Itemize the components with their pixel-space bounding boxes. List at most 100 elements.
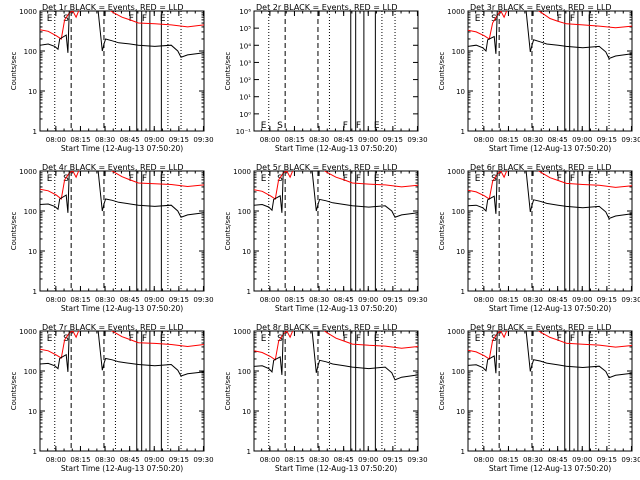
marker-label: F [142, 14, 147, 24]
x-tick-label: 08:00 [260, 296, 280, 304]
x-tick-label: 08:00 [474, 136, 494, 144]
panel-4: Det 4r BLACK = Events, RED = LLD 1 10 100 10… [10, 163, 214, 313]
y-tick-label: 10 [28, 248, 37, 256]
marker-label: E [47, 174, 53, 184]
x-tick-label: 09:30 [621, 296, 640, 304]
series-group [40, 11, 204, 58]
x-tick-label: 09:00 [358, 296, 378, 304]
marker-label: E [374, 121, 380, 131]
x-tick-label: 08:45 [120, 456, 140, 464]
series-group [40, 331, 204, 377]
y-tick-label: 10 [456, 248, 465, 256]
plot-frame [467, 10, 633, 132]
y-tick-label: 1000 [19, 328, 37, 336]
marker-label: E [160, 14, 166, 24]
y-axis-label: Counts/sec [438, 372, 446, 411]
y-tick-label: 100 [24, 208, 37, 216]
y-tick-label: 10⁶ [239, 8, 251, 16]
x-tick-label: 08:30 [95, 136, 115, 144]
x-tick-label: 09:00 [572, 456, 592, 464]
y-tick-label: 1 [33, 448, 37, 456]
panel-7: Det 7r BLACK = Events, RED = LLD 1 10 100 10… [10, 323, 214, 473]
y-axis-label: Counts/sec [438, 212, 446, 251]
y-tick-label: 10 [242, 408, 251, 416]
lld-series-line [468, 171, 632, 200]
marker-label: E [588, 14, 594, 24]
x-tick-label: 08:45 [548, 456, 568, 464]
plot-frame [39, 330, 205, 452]
y-tick-label: 1000 [233, 168, 251, 176]
x-axis-label: Start Time (12-Aug-13 07:50:20) [61, 464, 183, 473]
y-tick-label: 100 [452, 368, 465, 376]
y-tick-label: 10⁴ [239, 42, 251, 50]
x-tick-label: 08:00 [260, 456, 280, 464]
y-tick-label: 100 [452, 48, 465, 56]
x-tick-label: 08:45 [548, 136, 568, 144]
x-axis-label: Start Time (12-Aug-13 07:50:20) [489, 144, 611, 153]
x-tick-label: 08:00 [260, 136, 280, 144]
y-tick-label: 10² [239, 77, 251, 85]
series-group [40, 171, 204, 218]
x-axis-label: Start Time (12-Aug-13 07:50:20) [275, 304, 397, 313]
x-tick-label: 08:30 [523, 456, 543, 464]
events-series-line [40, 331, 204, 377]
x-tick-label: 08:30 [309, 296, 329, 304]
marker-label: E [261, 174, 267, 184]
x-axis-label: Start Time (12-Aug-13 07:50:20) [275, 144, 397, 153]
x-tick-label: 09:00 [144, 296, 164, 304]
plot-frame [253, 170, 419, 292]
marker-label: F [129, 14, 134, 24]
marker-label: F [356, 121, 361, 131]
x-tick-label: 09:30 [407, 456, 427, 464]
y-tick-label: 1 [247, 448, 251, 456]
plot-frame [253, 330, 419, 452]
y-tick-label: 1000 [233, 328, 251, 336]
x-tick-label: 08:30 [95, 456, 115, 464]
marker-label: E [374, 174, 380, 184]
x-tick-label: 09:15 [169, 456, 189, 464]
x-tick-label: 09:30 [407, 296, 427, 304]
x-tick-label: 09:00 [144, 136, 164, 144]
x-tick-label: 08:15 [70, 136, 90, 144]
marker-label: E [160, 174, 166, 184]
lld-series-line [254, 171, 418, 200]
marker-label: F [570, 174, 575, 184]
panel-title: Det 7r BLACK = Events, RED = LLD [42, 323, 184, 332]
x-axis-label: Start Time (12-Aug-13 07:50:20) [489, 464, 611, 473]
panel-5: Det 5r BLACK = Events, RED = LLD 1 10 100 10… [224, 163, 428, 313]
plot-frame [39, 10, 205, 132]
x-axis-label: Start Time (12-Aug-13 07:50:20) [275, 464, 397, 473]
y-tick-label: 10⁰ [239, 111, 251, 119]
x-tick-label: 08:15 [284, 296, 304, 304]
marker-label: E [374, 334, 380, 344]
marker-label: E [47, 14, 53, 24]
x-tick-label: 08:15 [70, 296, 90, 304]
marker-label: F [570, 334, 575, 344]
y-axis-label: Counts/sec [224, 212, 232, 251]
x-tick-label: 09:30 [193, 456, 213, 464]
marker-label: S [63, 174, 69, 184]
x-tick-label: 08:15 [498, 136, 518, 144]
series-group [254, 171, 418, 218]
panel-title: Det 8r BLACK = Events, RED = LLD [256, 323, 398, 332]
marker-label: F [343, 174, 348, 184]
x-tick-label: 09:15 [169, 296, 189, 304]
x-tick-label: 09:30 [621, 456, 640, 464]
y-axis-label: Counts/sec [224, 372, 232, 411]
x-tick-label: 09:15 [597, 456, 617, 464]
x-tick-label: 09:30 [193, 136, 213, 144]
y-tick-label: 1 [461, 128, 465, 136]
plot-frame [467, 170, 633, 292]
y-tick-label: 100 [24, 368, 37, 376]
x-tick-label: 08:15 [284, 136, 304, 144]
marker-label: E [475, 14, 481, 24]
x-tick-label: 08:30 [309, 456, 329, 464]
marker-label: F [557, 174, 562, 184]
y-tick-label: 100 [238, 368, 251, 376]
y-axis-label: Counts/sec [10, 372, 18, 411]
plot-frame [253, 10, 419, 132]
x-tick-label: 09:00 [144, 456, 164, 464]
y-tick-label: 10⁻¹ [236, 128, 252, 136]
marker-label: E [475, 334, 481, 344]
